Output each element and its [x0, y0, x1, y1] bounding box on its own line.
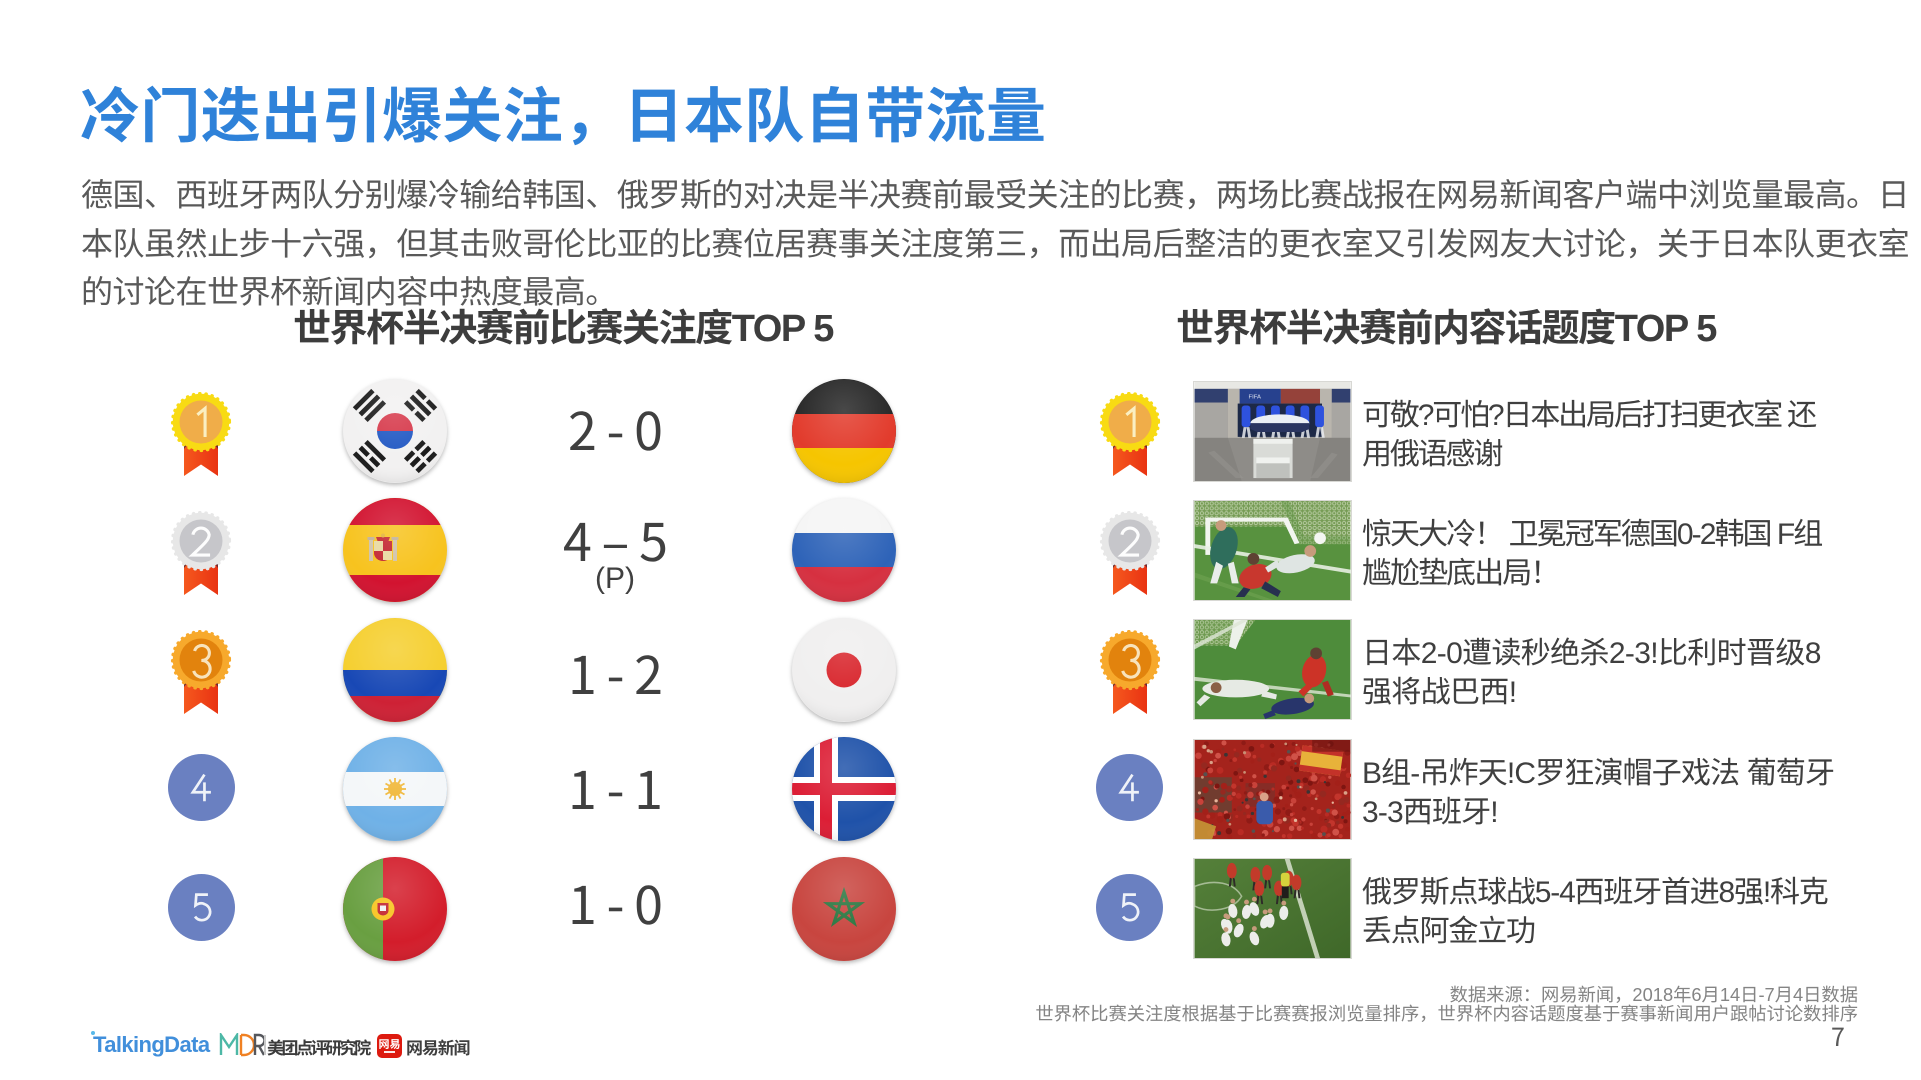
svg-text:FIFA: FIFA: [1248, 394, 1260, 400]
